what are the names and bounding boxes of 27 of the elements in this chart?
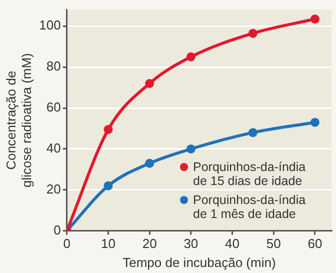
y-tick-label: 100 bbox=[39, 18, 61, 33]
y-tick-label: 60 bbox=[46, 100, 61, 115]
point bbox=[186, 52, 196, 62]
x-tick-label: 40 bbox=[225, 236, 240, 252]
point bbox=[310, 14, 320, 24]
y-tick-label: 40 bbox=[46, 140, 61, 156]
x-tick-label: 60 bbox=[308, 236, 322, 252]
point bbox=[310, 118, 320, 127]
x-tick-label: 20 bbox=[142, 236, 157, 252]
point bbox=[248, 28, 258, 38]
legend-label: Porquinhos-da-índia de 1 mês de idade bbox=[193, 193, 307, 221]
point bbox=[145, 78, 154, 88]
point bbox=[186, 144, 196, 154]
point bbox=[104, 181, 113, 190]
x-tick-label: 50 bbox=[266, 236, 281, 252]
legend-label: Porquinhos-da-índia de 15 dias de idade bbox=[193, 160, 307, 188]
x-tick-label: 0 bbox=[63, 236, 71, 252]
y-axis-title: Concentração de glicose radioativa (mM) bbox=[3, 53, 34, 188]
point bbox=[145, 158, 154, 168]
x-tick-label: 10 bbox=[101, 236, 116, 252]
y-tick-label: 20 bbox=[46, 181, 61, 196]
x-tick-label: 30 bbox=[184, 236, 198, 252]
y-tick-label: 80 bbox=[46, 58, 61, 74]
point bbox=[248, 128, 258, 138]
x-axis-title: Tempo de incubação (min) bbox=[122, 254, 276, 270]
y-tick-label: 0 bbox=[54, 222, 61, 238]
point bbox=[104, 125, 113, 134]
